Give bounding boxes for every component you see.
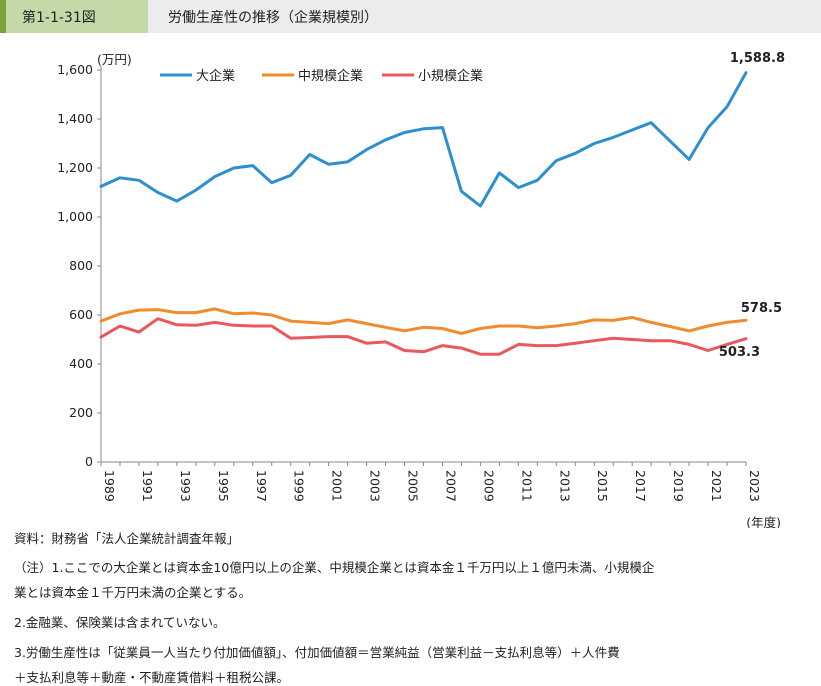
- y-tick-label: 1,400: [57, 111, 93, 126]
- note-1-line-1: （注）1.ここでの大企業とは資本金10億円以上の企業、中規模企業とは資本金１千万…: [14, 560, 655, 575]
- x-tick-label: 2019: [671, 470, 686, 502]
- series-line-小規模企業: [99, 317, 748, 356]
- x-tick-label: 1993: [178, 470, 193, 502]
- legend-label-中規模企業: 中規模企業: [298, 68, 363, 84]
- chart-series: [99, 71, 748, 356]
- x-tick-label: 2017: [633, 470, 648, 502]
- x-tick-label: 1995: [216, 470, 231, 502]
- title-box: [148, 0, 821, 33]
- line-chart: 0 200 400 600 800 1,000 1,200 1,400 1,600 (万円) 198…: [57, 51, 785, 528]
- y-tick-label: 200: [69, 405, 93, 420]
- figure-number-box: [0, 0, 148, 33]
- x-tick-label: 2011: [519, 470, 534, 502]
- x-axis-unit: (年度): [746, 515, 781, 528]
- x-tick-label: 2015: [595, 470, 610, 502]
- source-note: 資料：財務省「法人企業統計調査年報」: [14, 531, 240, 546]
- x-tick-label: 2009: [481, 470, 496, 502]
- y-tick-label: 1,000: [57, 209, 93, 224]
- y-tick-label: 400: [69, 356, 93, 371]
- legend-label-小規模企業: 小規模企業: [418, 68, 483, 84]
- x-tick-label: 1991: [140, 470, 155, 502]
- y-tick-label: 0: [85, 454, 93, 469]
- x-tick-label: 2013: [557, 470, 572, 502]
- end-value-label: 1,588.8: [730, 51, 785, 66]
- y-tick-label: 1,600: [57, 62, 93, 77]
- note-1-line-2: 業とは資本金１千万円未満の企業とする。: [14, 585, 252, 600]
- x-tick-label: 1997: [254, 470, 269, 502]
- chart-end-labels: 1,588.8 578.5 503.3: [719, 51, 785, 360]
- x-tick-label: 2007: [443, 470, 458, 502]
- end-value-label: 578.5: [741, 301, 782, 316]
- header-accent-bar: [0, 0, 6, 33]
- y-tick-label: 600: [69, 307, 93, 322]
- legend-label-大企業: 大企業: [196, 68, 235, 84]
- x-tick-label: 2023: [747, 470, 762, 502]
- end-value-label: 503.3: [719, 345, 760, 360]
- y-tick-label: 800: [69, 258, 93, 273]
- chart-axes: 0 200 400 600 800 1,000 1,200 1,400 1,600 (万円) 198…: [57, 52, 781, 528]
- note-3-line-1: 3.労働生産性は「従業員一人当たり付加価値額」、付加価値額＝営業純益（営業利益－…: [14, 645, 620, 660]
- y-axis-unit: (万円): [97, 52, 132, 67]
- x-tick-label: 2021: [709, 470, 724, 502]
- figure-header: 第1-1-31図 労働生産性の推移（企業規模別）: [0, 0, 821, 33]
- note-3-line-2: ＋支払利息等＋動産・不動産賃借料＋租税公課。: [14, 670, 290, 685]
- x-tick-label: 1999: [292, 470, 307, 502]
- x-tick-label: 2001: [330, 470, 345, 502]
- x-tick-label: 1989: [102, 470, 117, 502]
- chart-legend: 大企業 中規模企業 小規模企業: [160, 68, 483, 84]
- series-line-中規模企業: [99, 307, 748, 335]
- note-2: 2.金融業、保険業は含まれていない。: [14, 615, 226, 630]
- figure-title: 労働生産性の推移（企業規模別）: [168, 10, 378, 26]
- series-line-大企業: [99, 71, 748, 208]
- y-tick-label: 1,200: [57, 160, 93, 175]
- x-tick-label: 2003: [368, 470, 383, 502]
- x-tick-label: 2005: [406, 470, 421, 502]
- figure-number: 第1-1-31図: [22, 10, 96, 26]
